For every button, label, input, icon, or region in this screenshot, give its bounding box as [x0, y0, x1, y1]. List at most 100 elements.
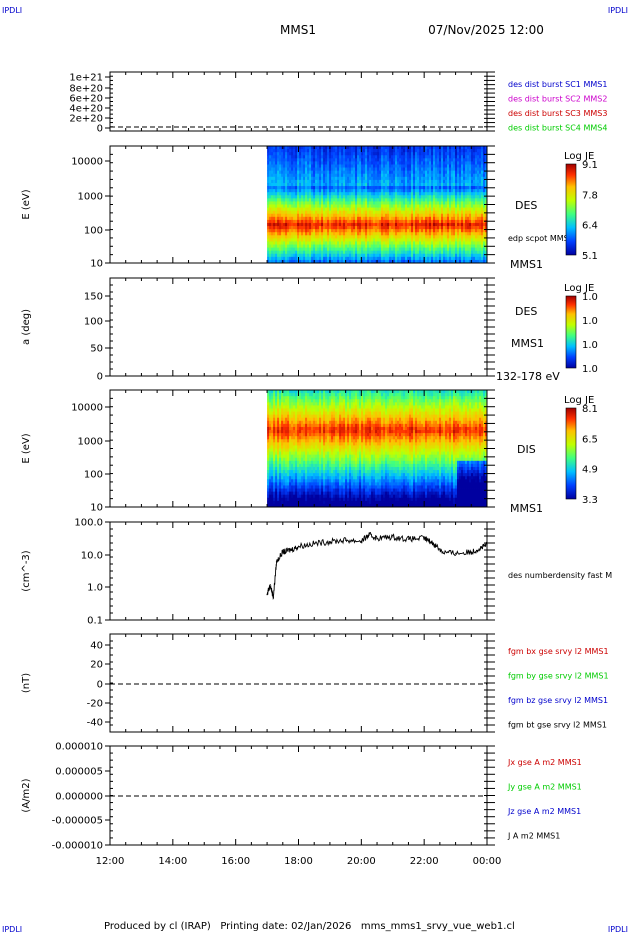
- des-energy-cell: [271, 198, 274, 202]
- des-energy-cell: [427, 235, 430, 239]
- des-energy-cell: [411, 210, 414, 215]
- des-energy-cell: [379, 170, 382, 175]
- des-energy-cell: [481, 198, 484, 202]
- des-energy-cell: [359, 204, 362, 208]
- des-energy-cell: [295, 216, 298, 221]
- dis-energy-cell: [269, 460, 272, 465]
- des-energy-cell: [335, 229, 338, 233]
- des-energy-cell: [319, 222, 322, 227]
- des-energy-cell: [417, 226, 420, 230]
- des-energy-cell: [343, 179, 346, 184]
- des-energy-cell: [451, 161, 454, 165]
- des-energy-cell: [421, 179, 424, 184]
- des-energy-cell: [289, 161, 292, 165]
- des-energy-cell: [405, 164, 408, 168]
- des-energy-cell: [371, 176, 374, 181]
- des-energy-cell: [439, 235, 442, 239]
- dis-energy-cell: [279, 454, 282, 459]
- des-energy-cell: [461, 210, 464, 215]
- des-energy-cell: [429, 161, 432, 165]
- des-energy-cell: [299, 222, 302, 227]
- des-energy-cell: [371, 192, 374, 196]
- des-energy-cell: [435, 149, 438, 153]
- des-energy-cell: [301, 241, 304, 245]
- des-energy-cell: [453, 201, 456, 205]
- des-energy-cell: [279, 186, 282, 190]
- des-energy-cell: [423, 250, 426, 255]
- des-energy-cell: [323, 241, 326, 245]
- des-energy-cell: [277, 256, 280, 261]
- des-energy-cell: [305, 155, 308, 159]
- des-energy-cell: [379, 182, 382, 187]
- des-energy-cell: [391, 219, 394, 224]
- des-energy-cell: [387, 186, 390, 190]
- des-energy-cell: [297, 229, 300, 233]
- des-energy-cell: [367, 152, 370, 156]
- des-energy-cell: [301, 244, 304, 249]
- des-energy-cell: [441, 173, 444, 178]
- des-energy-cell: [437, 173, 440, 178]
- dis-energy-cell: [269, 408, 272, 412]
- des-energy-cell: [361, 256, 364, 261]
- des-energy-cell: [307, 253, 310, 258]
- des-energy-cell: [329, 253, 332, 258]
- des-energy-cell: [421, 173, 424, 178]
- des-energy-cell: [351, 170, 354, 175]
- des-energy-cell: [351, 161, 354, 165]
- des-energy-cell: [291, 161, 294, 165]
- des-energy-cell: [413, 238, 416, 242]
- des-energy-cell: [397, 146, 400, 150]
- dis-energy-cell: [291, 405, 294, 409]
- des-energy-cell: [313, 189, 316, 193]
- des-energy-cell: [335, 201, 338, 205]
- des-energy-cell: [271, 155, 274, 159]
- des-energy-cell: [419, 167, 422, 172]
- des-energy-cell: [387, 241, 390, 245]
- des-energy-cell: [303, 155, 306, 159]
- des-energy-cell: [277, 189, 280, 193]
- des-energy-cell: [303, 161, 306, 165]
- des-energy-cell: [365, 216, 368, 221]
- dis-energy-cell: [277, 396, 280, 400]
- des-energy-cell: [443, 207, 446, 212]
- des-energy-cell: [327, 192, 330, 196]
- des-energy-cell: [381, 226, 384, 230]
- des-energy-cell: [435, 232, 438, 236]
- des-energy-cell: [471, 189, 474, 193]
- des-energy-cell: [339, 158, 342, 162]
- des-energy-cell: [423, 235, 426, 239]
- des-energy-cell: [405, 152, 408, 156]
- dis-energy-cell: [279, 448, 282, 452]
- des-energy-cell: [391, 152, 394, 156]
- des-energy-cell: [295, 179, 298, 184]
- des-energy-cell: [321, 244, 324, 249]
- des-energy-cell: [319, 229, 322, 233]
- des-energy-cell: [441, 189, 444, 193]
- burst-legend-2: des dist burst SC2 MMS2: [508, 95, 607, 104]
- des-energy-cell: [453, 186, 456, 190]
- dis-energy-cell: [283, 473, 286, 477]
- des-energy-cell: [321, 152, 324, 156]
- des-energy-cell: [305, 226, 308, 230]
- des-energy-cell: [477, 173, 480, 178]
- des-energy-cell: [463, 176, 466, 181]
- des-energy-cell: [455, 250, 458, 255]
- des-energy-cell: [375, 179, 378, 184]
- dis-energy-cell: [275, 457, 278, 462]
- des-energy-cell: [385, 155, 388, 159]
- des-energy-cell: [353, 167, 356, 172]
- dis-energy-cell: [287, 411, 290, 416]
- des-energy-cell: [293, 219, 296, 224]
- des-energy-cell: [309, 182, 312, 187]
- des-energy-cell: [325, 204, 328, 208]
- des-energy-cell: [395, 155, 398, 159]
- des-energy-cell: [433, 173, 436, 178]
- des-energy-cell: [335, 259, 338, 264]
- des-energy-cell: [379, 241, 382, 245]
- des-energy-cell: [419, 256, 422, 261]
- des-energy-cell: [305, 146, 308, 150]
- des-energy-cell: [279, 250, 282, 255]
- des-energy-cell: [305, 201, 308, 205]
- des-energy-cell: [301, 207, 304, 212]
- des-energy-cell: [369, 235, 372, 239]
